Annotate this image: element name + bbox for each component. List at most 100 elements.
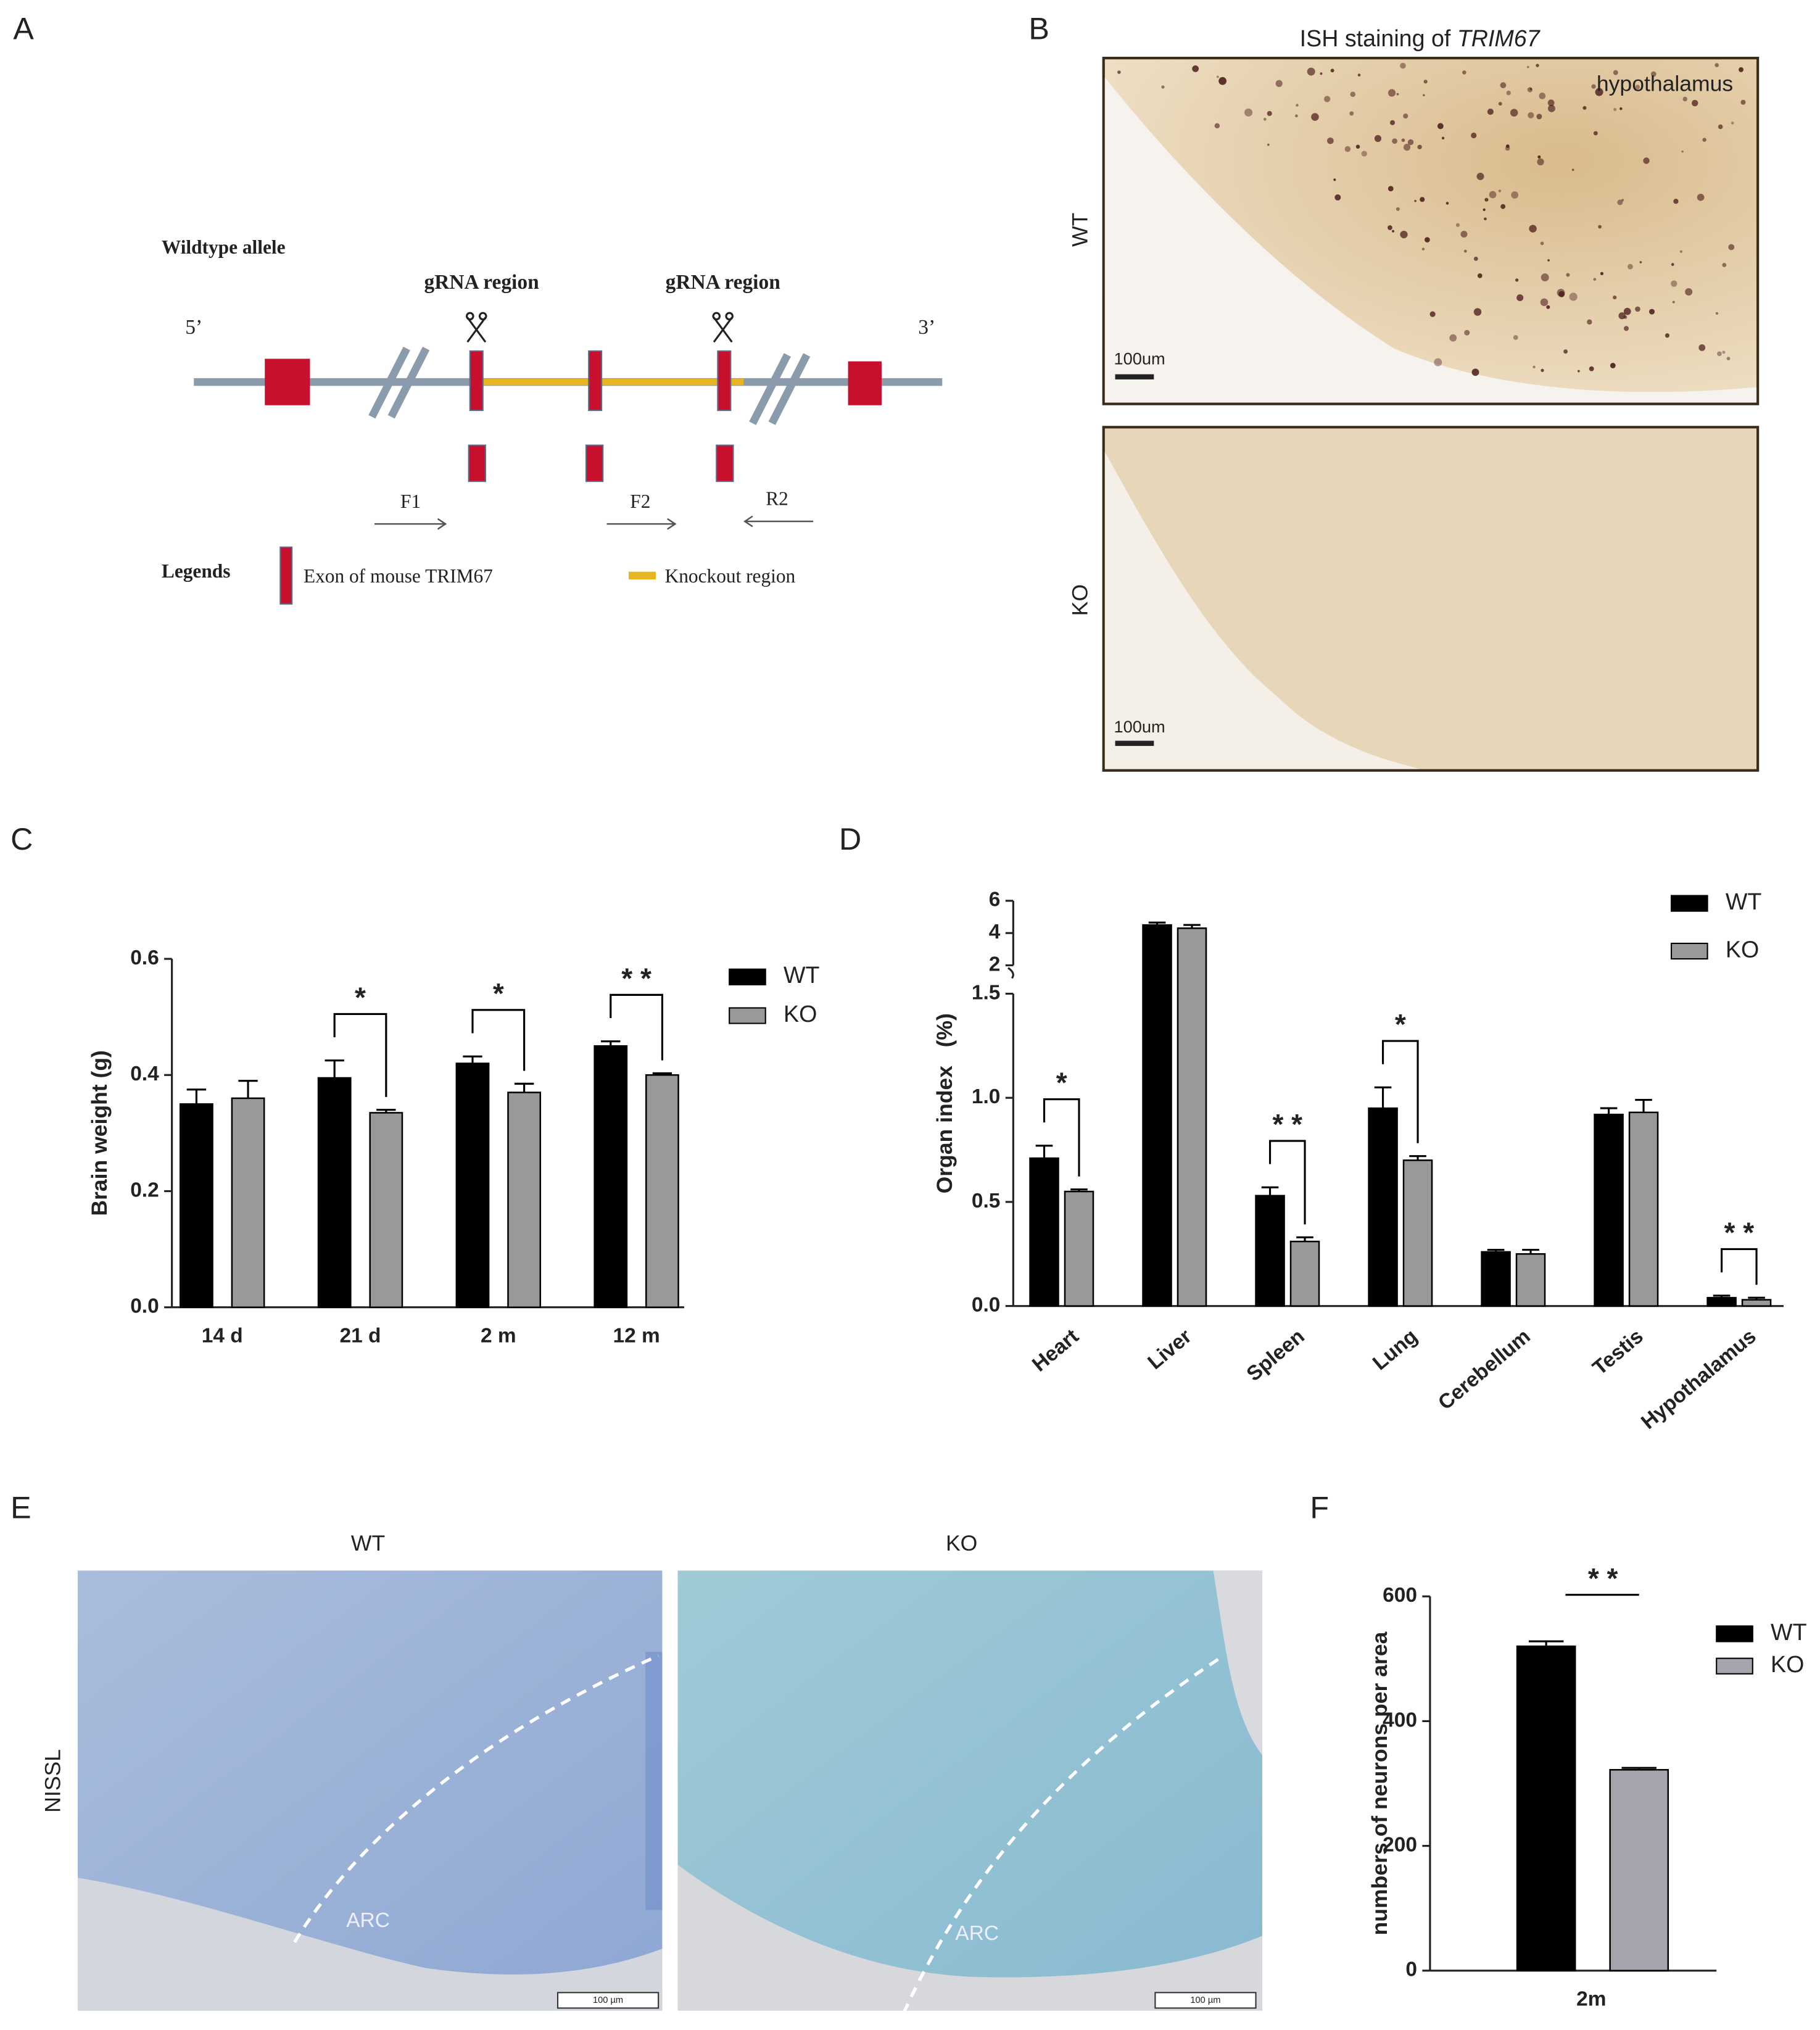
error-bar [1409, 1155, 1426, 1161]
signal-dot [1740, 99, 1746, 105]
signal-dot [1728, 244, 1735, 251]
signal-dot [1498, 102, 1502, 106]
signal-dot [1546, 305, 1550, 309]
error-bar [463, 1055, 482, 1064]
signal-dot [1388, 186, 1394, 192]
region-label: ARC [346, 1909, 390, 1932]
signal-dot [1471, 368, 1479, 376]
error-bar [1296, 1236, 1313, 1242]
signal-dot [1715, 312, 1719, 315]
signal-dot [1327, 137, 1334, 144]
signal-dot [1681, 150, 1684, 153]
signal-dot [1275, 80, 1283, 88]
x-tick-label: 2 m [481, 1325, 516, 1348]
signal-dot [1582, 106, 1587, 110]
error-bar [1487, 1248, 1505, 1252]
signal-dot [1441, 136, 1445, 139]
signal-dot [1539, 93, 1546, 99]
signal-dot [1460, 231, 1468, 238]
y-axis-label: Brain weight (g) [87, 1050, 112, 1216]
region-label: hypothalamus [1597, 71, 1733, 96]
signal-dot [1722, 263, 1727, 267]
signal-dot [1726, 357, 1731, 360]
signal-dot [1350, 91, 1356, 97]
tissue-edge [645, 1652, 663, 1910]
signal-dot [1595, 88, 1603, 96]
column-label: WT [351, 1531, 385, 1556]
signal-dot [1471, 132, 1477, 139]
signal-dot [1672, 300, 1675, 304]
signal-dot [1619, 107, 1623, 110]
signal-dot [1547, 104, 1555, 112]
signal-dot [1635, 85, 1640, 89]
stain-label: NISSL [41, 1749, 65, 1813]
error-bar [1374, 1086, 1392, 1109]
scissors [465, 312, 734, 343]
signal-dot [1334, 194, 1341, 201]
signal-dot [1484, 197, 1489, 202]
signal-dot [1425, 237, 1430, 242]
signal-dot [1357, 73, 1361, 77]
signal-dot [1671, 263, 1674, 267]
signal-dot [1702, 138, 1706, 142]
error-bar [1522, 1248, 1539, 1254]
signal-dot [1396, 93, 1399, 96]
y-tick-label: 400 [1383, 1709, 1417, 1731]
signal-dot [1421, 247, 1425, 251]
y-tick-label: 200 [1383, 1833, 1417, 1856]
scale-bar [1115, 740, 1154, 746]
signal-dot [1527, 87, 1533, 93]
bar [455, 1063, 490, 1308]
error-bar [1070, 1188, 1088, 1192]
panel-label: C [10, 822, 33, 856]
bar [1142, 924, 1172, 1307]
signal-dot [1648, 309, 1655, 315]
signal-dot [1600, 271, 1604, 275]
signal-dot [1437, 123, 1444, 130]
signal-dot [1267, 110, 1272, 117]
signal-dot [1623, 315, 1628, 319]
panel-label: D [839, 822, 861, 856]
signal-dot [1401, 138, 1405, 143]
signal-dot [1333, 178, 1336, 181]
signal-dot [1722, 350, 1726, 354]
bar [179, 1103, 213, 1308]
signal-dot [1617, 199, 1623, 205]
significance-label: * * [1588, 1562, 1618, 1594]
signal-dot [1671, 280, 1677, 287]
signal-dot [1682, 96, 1687, 102]
bar [1706, 1296, 1737, 1307]
signal-dot [1296, 104, 1299, 107]
signal-dot [1533, 365, 1536, 368]
error-bar [1713, 1295, 1731, 1298]
legend-title: Legends [162, 560, 231, 582]
y-tick-label: 0.5 [972, 1190, 1001, 1212]
signal-dot [1505, 144, 1510, 148]
signal-dot [1563, 349, 1568, 354]
signal-dot [1547, 99, 1555, 107]
significance-label: * * [1724, 1217, 1755, 1249]
x-tick-label: 14 d [202, 1325, 243, 1348]
signal-dot [1498, 189, 1502, 193]
tissue-background [1213, 1570, 1262, 1755]
bar [1515, 1253, 1546, 1307]
signal-dot [1537, 155, 1541, 159]
significance-label: * [1056, 1067, 1067, 1099]
signal-dot [1423, 80, 1428, 84]
primer-label: F1 [400, 491, 421, 512]
signal-dot [1547, 259, 1550, 262]
signal-dot [1679, 250, 1683, 253]
x-tick-label: Liver [1144, 1325, 1196, 1374]
exon [468, 350, 734, 483]
signal-dot [1639, 261, 1642, 263]
y-axis-label: Organ index (%) [932, 1013, 957, 1193]
signal-dot [1391, 230, 1395, 233]
signal-dot [1673, 199, 1679, 204]
signal-dot [1388, 225, 1392, 230]
primer-label: R2 [766, 488, 788, 510]
signal-dot [1244, 108, 1253, 117]
x-tick-label: 21 d [340, 1325, 381, 1348]
signal-dot [1374, 135, 1382, 143]
signal-dot [1529, 88, 1532, 90]
error-bar [1261, 1186, 1279, 1196]
